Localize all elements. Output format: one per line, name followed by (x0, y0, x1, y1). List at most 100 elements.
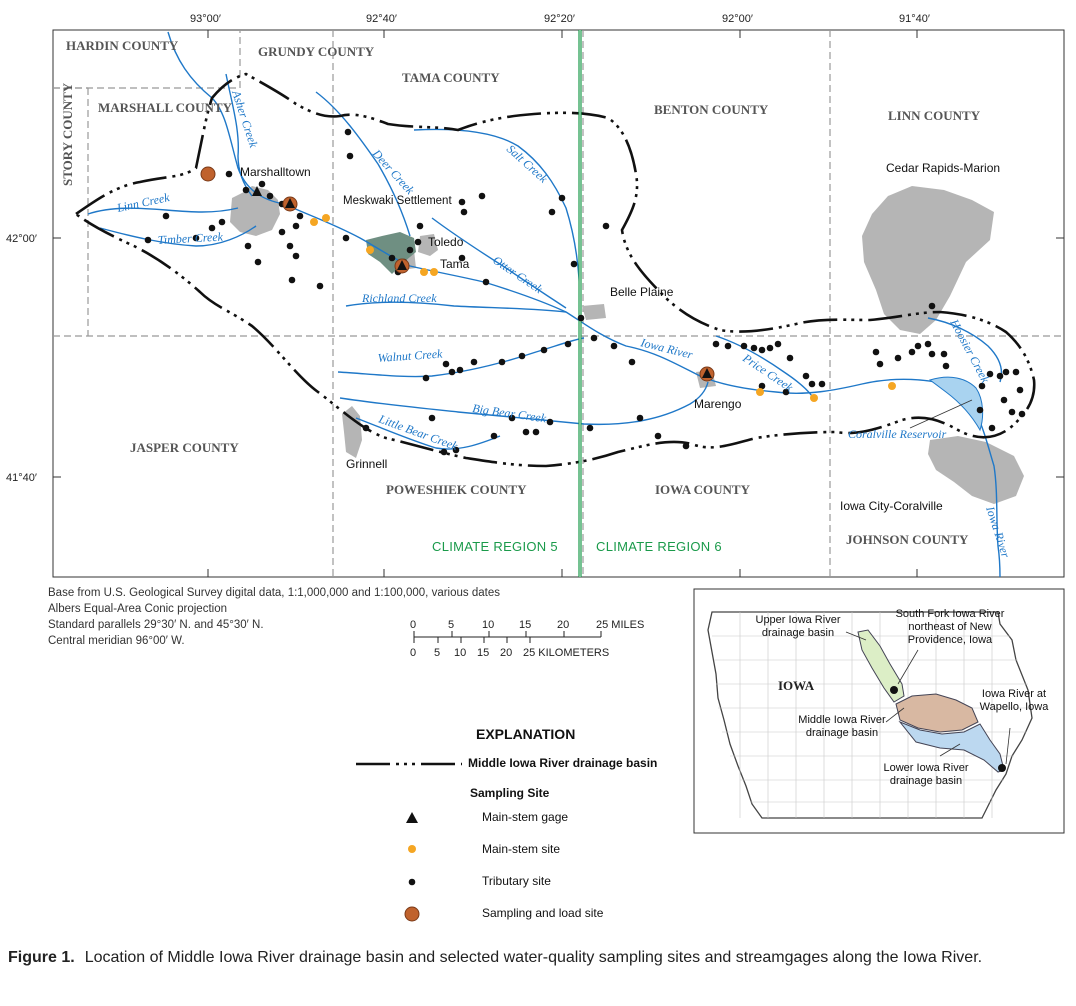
base-note-line-1: Base from U.S. Geological Survey digital… (48, 587, 500, 599)
label-timber-creek: Timber Creek (157, 230, 224, 247)
inset-upper-label: Upper Iowa River drainage basin (755, 614, 841, 639)
county-jasper: JASPER COUNTY (130, 440, 239, 455)
urban-iowa-city (928, 436, 1024, 504)
town-marengo: Marengo (694, 397, 742, 411)
basin-boundary (73, 72, 1036, 468)
town-belle-plaine: Belle Plaine (610, 285, 674, 299)
county-poweshiek: POWESHIEK COUNTY (386, 482, 527, 497)
county-benton: BENTON COUNTY (654, 102, 769, 117)
county-johnson: JOHNSON COUNTY (846, 532, 969, 547)
label-walnut-creek: Walnut Creek (377, 346, 443, 365)
county-story: STORY COUNTY (60, 82, 75, 186)
lon-tick-2: 92°40′ (366, 13, 397, 25)
legend-tributary-label: Tributary site (482, 874, 551, 888)
scale-bar (413, 631, 602, 643)
walnut-creek-line (337, 337, 585, 378)
base-note-line-2: Albers Equal-Area Conic projection (48, 603, 227, 615)
inset-map: IOWA (693, 588, 1065, 834)
county-iowa: IOWA COUNTY (655, 482, 751, 497)
legend-main-stem-dot (408, 845, 416, 853)
main-stem-sites (310, 214, 896, 402)
legend-gage-label: Main-stem gage (482, 810, 569, 824)
otter-creek-line (431, 217, 567, 309)
inset-wapello-site (998, 764, 1006, 772)
scale-km-10: 10 (454, 647, 466, 659)
county-grundy: GRUNDY COUNTY (258, 44, 375, 59)
inset-south-fork-label: South Fork Iowa River northeast of New P… (895, 608, 1005, 646)
inset-south-fork-site (890, 686, 898, 694)
scale-mi-0: 0 (410, 619, 416, 631)
town-cedar-rapids: Cedar Rapids-Marion (886, 161, 1000, 175)
iowa-state-outline (707, 611, 1033, 819)
climate-region-6: CLIMATE REGION 6 (596, 539, 722, 554)
big-bear-creek-line (339, 381, 709, 426)
linn-creek-line (87, 207, 239, 215)
legend-sampling-header: Sampling Site (470, 786, 550, 800)
lat-tick-2: 41°40′ (6, 472, 37, 484)
county-linn: LINN COUNTY (888, 108, 981, 123)
lat-tick-1: 42°00′ (6, 233, 37, 245)
town-toledo: Toledo (428, 235, 464, 249)
meskwaki-settlement-area (366, 232, 416, 274)
scale-km-0: 0 (410, 647, 416, 659)
scale-mi-25: 25 MILES (596, 619, 644, 631)
climate-region-5: CLIMATE REGION 5 (432, 539, 558, 554)
inset-middle-basin (895, 693, 979, 733)
inset-lower-label: Lower Iowa River drainage basin (883, 762, 969, 787)
price-creek-line (715, 335, 813, 397)
figure-caption-text: Location of Middle Iowa River drainage b… (84, 949, 983, 966)
urban-areas (230, 186, 1024, 504)
label-richland-creek: Richland Creek (361, 291, 437, 305)
town-labels: Marshalltown Meskwaki Settlement Toledo … (240, 161, 1000, 513)
main-stem-gages (252, 186, 712, 378)
scale-mi-15: 15 (519, 619, 531, 631)
inset-state-label: IOWA (778, 678, 815, 693)
tributary-sites (144, 128, 1026, 456)
county-boundaries (53, 30, 1064, 577)
base-note: Base from U.S. Geological Survey digital… (48, 585, 500, 649)
scale-mi-5: 5 (448, 619, 454, 631)
scale-km-25: 25 KILOMETERS (523, 647, 609, 659)
richland-creek-line (345, 301, 567, 313)
little-bear-creek-line (355, 417, 501, 450)
legend-main-stem-label: Main-stem site (482, 842, 561, 856)
scale-km-20: 20 (500, 647, 512, 659)
town-tama: Tama (440, 257, 470, 271)
scale-mi-10: 10 (482, 619, 494, 631)
scale-mi-20: 20 (557, 619, 569, 631)
lon-tick-4: 92°00′ (722, 13, 753, 25)
town-grinnell: Grinnell (346, 457, 387, 471)
deer-creek-line (315, 91, 411, 237)
lon-tick-5: 91°40′ (899, 13, 930, 25)
label-coralville: Coralville Reservoir (848, 427, 947, 441)
inset-middle-label: Middle Iowa River drainage basin (798, 714, 886, 739)
county-tama: TAMA COUNTY (402, 70, 500, 85)
inset-lower-basin (898, 720, 1005, 773)
legend-load-site-label: Sampling and load site (482, 906, 604, 920)
urban-cedar-rapids (862, 186, 994, 334)
hoosier-creek-line (927, 317, 1003, 383)
scale-km-15: 15 (477, 647, 489, 659)
town-marshalltown: Marshalltown (240, 165, 311, 179)
scale-km-5: 5 (434, 647, 440, 659)
base-note-line-3: Standard parallels 29°30′ N. and 45°30′ … (48, 619, 264, 631)
town-iowa-city: Iowa City-Coralville (840, 499, 943, 513)
lon-tick-3: 92°20′ (544, 13, 575, 25)
urban-toledo (418, 234, 438, 256)
salt-creek-line (413, 128, 581, 307)
timber-creek-line (99, 225, 257, 247)
figure-caption: Figure 1. Location of Middle Iowa River d… (8, 948, 1068, 968)
county-marshall: MARSHALL COUNTY (98, 100, 233, 115)
graticule-ticks (53, 30, 1064, 577)
urban-belle-plaine (582, 304, 606, 320)
inset-upper-basin (857, 629, 905, 703)
asher-creek-line (225, 73, 253, 197)
coralville-leader (909, 399, 973, 429)
figure-label: Figure 1. (8, 949, 75, 966)
base-note-line-4: Central meridian 96°00′ W. (48, 635, 185, 647)
lon-tick-1: 93°00′ (190, 13, 221, 25)
legend-tributary-dot (408, 878, 416, 886)
county-labels: HARDIN COUNTY GRUNDY COUNTY TAMA COUNTY … (60, 38, 981, 547)
legend-gage-triangle (406, 812, 418, 823)
